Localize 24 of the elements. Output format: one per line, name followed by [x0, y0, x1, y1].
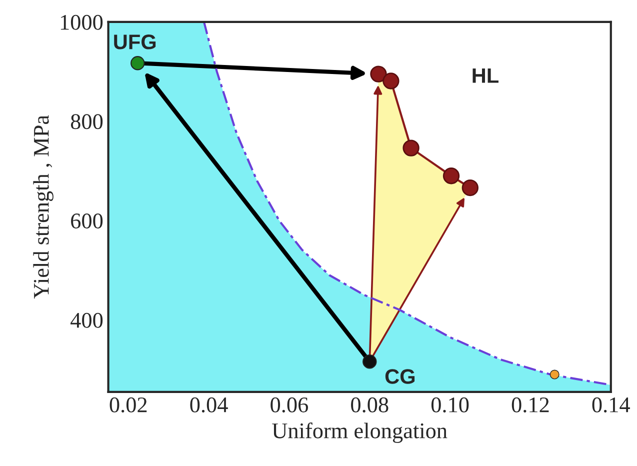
y-tick-label: 800: [70, 114, 103, 130]
x-tick-label: 0.12: [512, 397, 549, 413]
x-tick-label: 0.14: [592, 397, 630, 413]
x-tick-label: 0.04: [190, 397, 228, 413]
x-axis-title: Uniform elongation: [272, 422, 448, 443]
point: [370, 66, 387, 82]
point: [362, 354, 377, 369]
x-tick-label: 0.02: [110, 397, 147, 413]
annotation: UFG: [114, 34, 156, 50]
y-tick-label: 400: [70, 312, 103, 328]
x-tick-label: 0.06: [270, 397, 308, 413]
point: [442, 168, 460, 184]
point: [130, 56, 145, 70]
point: [402, 140, 420, 156]
annotation: HL: [472, 68, 498, 83]
annotation: CG: [385, 369, 415, 384]
y-tick-label: 600: [71, 213, 103, 228]
y-tick-label: 1000: [60, 14, 103, 30]
x-tick-label: 0.08: [351, 397, 388, 413]
point: [382, 72, 400, 90]
x-tick-label: 0.10: [431, 397, 469, 413]
point: [462, 179, 478, 196]
y-axis-title: Yield strength , MPa: [33, 115, 54, 299]
point: [550, 370, 560, 380]
